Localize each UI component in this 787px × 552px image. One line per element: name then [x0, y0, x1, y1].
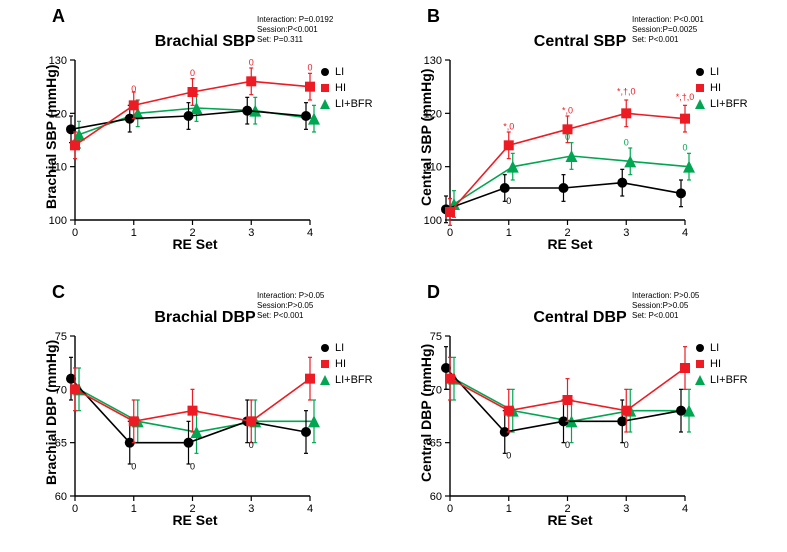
svg-text:3: 3 [623, 503, 629, 515]
ylabel-D: Central DBP (mmHg) [418, 344, 434, 482]
ylabel-B: Central SBP (mmHg) [418, 69, 434, 206]
svg-text:1: 1 [131, 503, 137, 515]
legend-label-HI: HI [335, 358, 346, 370]
svg-text:0: 0 [506, 451, 511, 461]
legend-item-LIBFR: LI+BFR [695, 98, 748, 110]
svg-text:0: 0 [249, 440, 254, 450]
legend-D: LI HI LI+BFR [695, 342, 748, 390]
svg-text:4: 4 [307, 227, 313, 239]
ylabel-C: Brachial DBP (mmHg) [43, 340, 59, 485]
legend-item-HI: HI [320, 358, 373, 370]
square-icon [695, 359, 705, 369]
legend-label-HI: HI [710, 358, 721, 370]
svg-text:0: 0 [131, 461, 136, 471]
legend-item-LI: LI [695, 342, 748, 354]
svg-text:0: 0 [447, 503, 453, 515]
legend-item-HI: HI [320, 82, 373, 94]
svg-text:4: 4 [307, 503, 313, 515]
svg-text:4: 4 [682, 227, 688, 239]
svg-text:0: 0 [190, 461, 195, 471]
panel-label-C: C [52, 282, 65, 303]
svg-text:75: 75 [430, 331, 442, 343]
xlabel-D: RE Set [535, 512, 605, 528]
svg-text:0: 0 [624, 440, 629, 450]
svg-text:3: 3 [623, 227, 629, 239]
svg-text:0: 0 [682, 143, 687, 153]
legend-label-LI: LI [335, 342, 344, 354]
square-icon [320, 83, 330, 93]
xlabel-A: RE Set [160, 236, 230, 252]
svg-text:0: 0 [131, 84, 136, 94]
square-icon [320, 359, 330, 369]
circle-icon [320, 67, 330, 77]
stats-B: Interaction: P<0.001 Session:P=0.0025 Se… [632, 15, 704, 45]
legend-item-LIBFR: LI+BFR [320, 98, 373, 110]
svg-text:0: 0 [565, 440, 570, 450]
svg-text:0: 0 [72, 227, 78, 239]
svg-text:*,†,0: *,†,0 [617, 87, 636, 97]
legend-item-HI: HI [695, 358, 748, 370]
svg-text:*,†,0: *,†,0 [676, 92, 695, 102]
triangle-icon [320, 99, 330, 109]
legend-item-LIBFR: LI+BFR [320, 374, 373, 386]
xlabel-B: RE Set [535, 236, 605, 252]
circle-icon [695, 67, 705, 77]
legend-B: LI HI LI+BFR [695, 66, 748, 114]
figure-root: 10011012013001234000010011012013001234*,… [0, 0, 787, 552]
legend-label-LIBFR: LI+BFR [335, 374, 373, 386]
legend-item-LI: LI [320, 342, 373, 354]
figure-svg: 10011012013001234000010011012013001234*,… [0, 0, 787, 552]
svg-text:1: 1 [506, 227, 512, 239]
svg-text:4: 4 [682, 503, 688, 515]
legend-label-LI: LI [710, 66, 719, 78]
triangle-icon [695, 99, 705, 109]
legend-item-LI: LI [695, 66, 748, 78]
svg-text:0: 0 [565, 132, 570, 142]
xlabel-C: RE Set [160, 512, 230, 528]
svg-text:*,0: *,0 [562, 105, 573, 115]
svg-text:*,0: *,0 [503, 121, 514, 131]
legend-label-HI: HI [710, 82, 721, 94]
circle-icon [695, 343, 705, 353]
legend-item-LIBFR: LI+BFR [695, 374, 748, 386]
legend-C: LI HI LI+BFR [320, 342, 373, 390]
svg-text:100: 100 [424, 215, 442, 227]
svg-text:3: 3 [248, 503, 254, 515]
svg-text:0: 0 [447, 227, 453, 239]
svg-text:1: 1 [506, 503, 512, 515]
panel-label-B: B [427, 6, 440, 27]
legend-label-LI: LI [335, 66, 344, 78]
svg-text:0: 0 [307, 63, 312, 73]
svg-text:1: 1 [131, 227, 137, 239]
svg-text:3: 3 [248, 227, 254, 239]
svg-text:60: 60 [55, 491, 67, 503]
svg-text:0: 0 [72, 503, 78, 515]
svg-text:130: 130 [424, 55, 442, 67]
legend-item-HI: HI [695, 82, 748, 94]
circle-icon [320, 343, 330, 353]
svg-text:60: 60 [430, 491, 442, 503]
panel-label-A: A [52, 6, 65, 27]
svg-text:0: 0 [249, 57, 254, 67]
legend-label-LIBFR: LI+BFR [710, 374, 748, 386]
svg-text:100: 100 [49, 215, 67, 227]
legend-item-LI: LI [320, 66, 373, 78]
svg-text:0: 0 [624, 137, 629, 147]
stats-A: Interaction: P=0.0192 Session:P<0.001 Se… [257, 15, 333, 45]
stats-C: Interaction: P>0.05 Session:P>0.05 Set: … [257, 291, 324, 321]
panel-label-D: D [427, 282, 440, 303]
legend-label-HI: HI [335, 82, 346, 94]
legend-label-LI: LI [710, 342, 719, 354]
svg-text:0: 0 [506, 196, 511, 206]
square-icon [695, 83, 705, 93]
triangle-icon [320, 375, 330, 385]
stats-D: Interaction: P>0.05 Session:P>0.05 Set: … [632, 291, 699, 321]
svg-text:0: 0 [190, 68, 195, 78]
triangle-icon [695, 375, 705, 385]
legend-A: LI HI LI+BFR [320, 66, 373, 114]
legend-label-LIBFR: LI+BFR [710, 98, 748, 110]
ylabel-A: Brachial SBP (mmHg) [43, 65, 59, 209]
legend-label-LIBFR: LI+BFR [335, 98, 373, 110]
